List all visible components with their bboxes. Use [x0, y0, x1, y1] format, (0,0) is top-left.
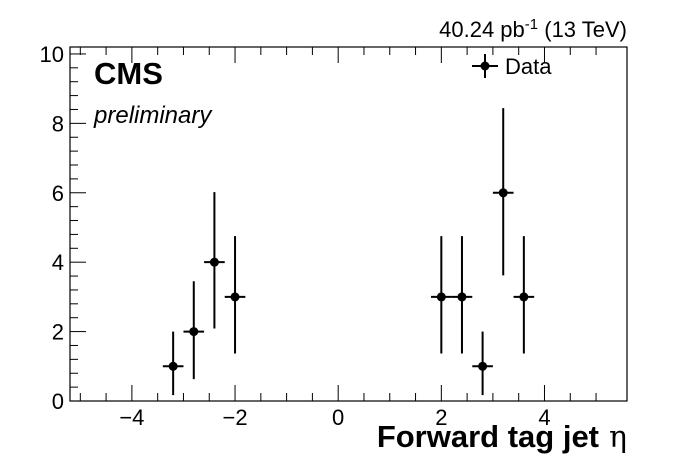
data-point	[168, 361, 178, 371]
plot-frame	[69, 46, 628, 402]
legend-entry-data: Data	[505, 54, 552, 79]
data-point-group	[451, 236, 473, 354]
x-tick-label: 0	[332, 405, 344, 430]
x-tick-label: 2	[435, 405, 447, 430]
data-point-group	[472, 331, 493, 396]
data-point	[436, 292, 446, 302]
data-point-group	[224, 236, 246, 354]
y-tick-label: 6	[52, 181, 64, 206]
data-point-group	[431, 236, 452, 354]
y-tick-label: 10	[40, 42, 64, 67]
data-point	[478, 361, 488, 371]
legend: Data	[472, 54, 552, 79]
data-point-group	[204, 192, 225, 329]
x-tick-label: −2	[222, 405, 247, 430]
x-tick-label: −4	[119, 405, 144, 430]
data-series	[162, 108, 535, 396]
y-tick-label: 8	[52, 111, 64, 136]
data-point	[519, 292, 529, 302]
data-point	[189, 327, 199, 337]
data-point	[498, 188, 508, 198]
data-point-group	[162, 331, 184, 396]
y-tick-label: 4	[52, 250, 64, 275]
data-point	[457, 292, 467, 302]
x-tick-label: 4	[538, 405, 550, 430]
x-axis-title: Forward tag jet η	[377, 419, 627, 455]
legend-marker-point	[480, 61, 490, 71]
data-point	[230, 292, 240, 302]
status-label: preliminary	[93, 102, 213, 129]
lumi-label: 40.24 pb-1 (13 TeV)	[439, 16, 627, 42]
data-point	[209, 257, 219, 267]
data-point-group	[183, 281, 205, 380]
y-tick-label: 0	[52, 389, 64, 414]
axes: −4 −2 0 2 4 0 2 4 6 8 10	[40, 42, 597, 430]
data-point-group	[513, 236, 535, 354]
y-tick-label: 2	[52, 320, 64, 345]
experiment-label: CMS	[94, 56, 163, 91]
data-point-group	[492, 108, 514, 276]
